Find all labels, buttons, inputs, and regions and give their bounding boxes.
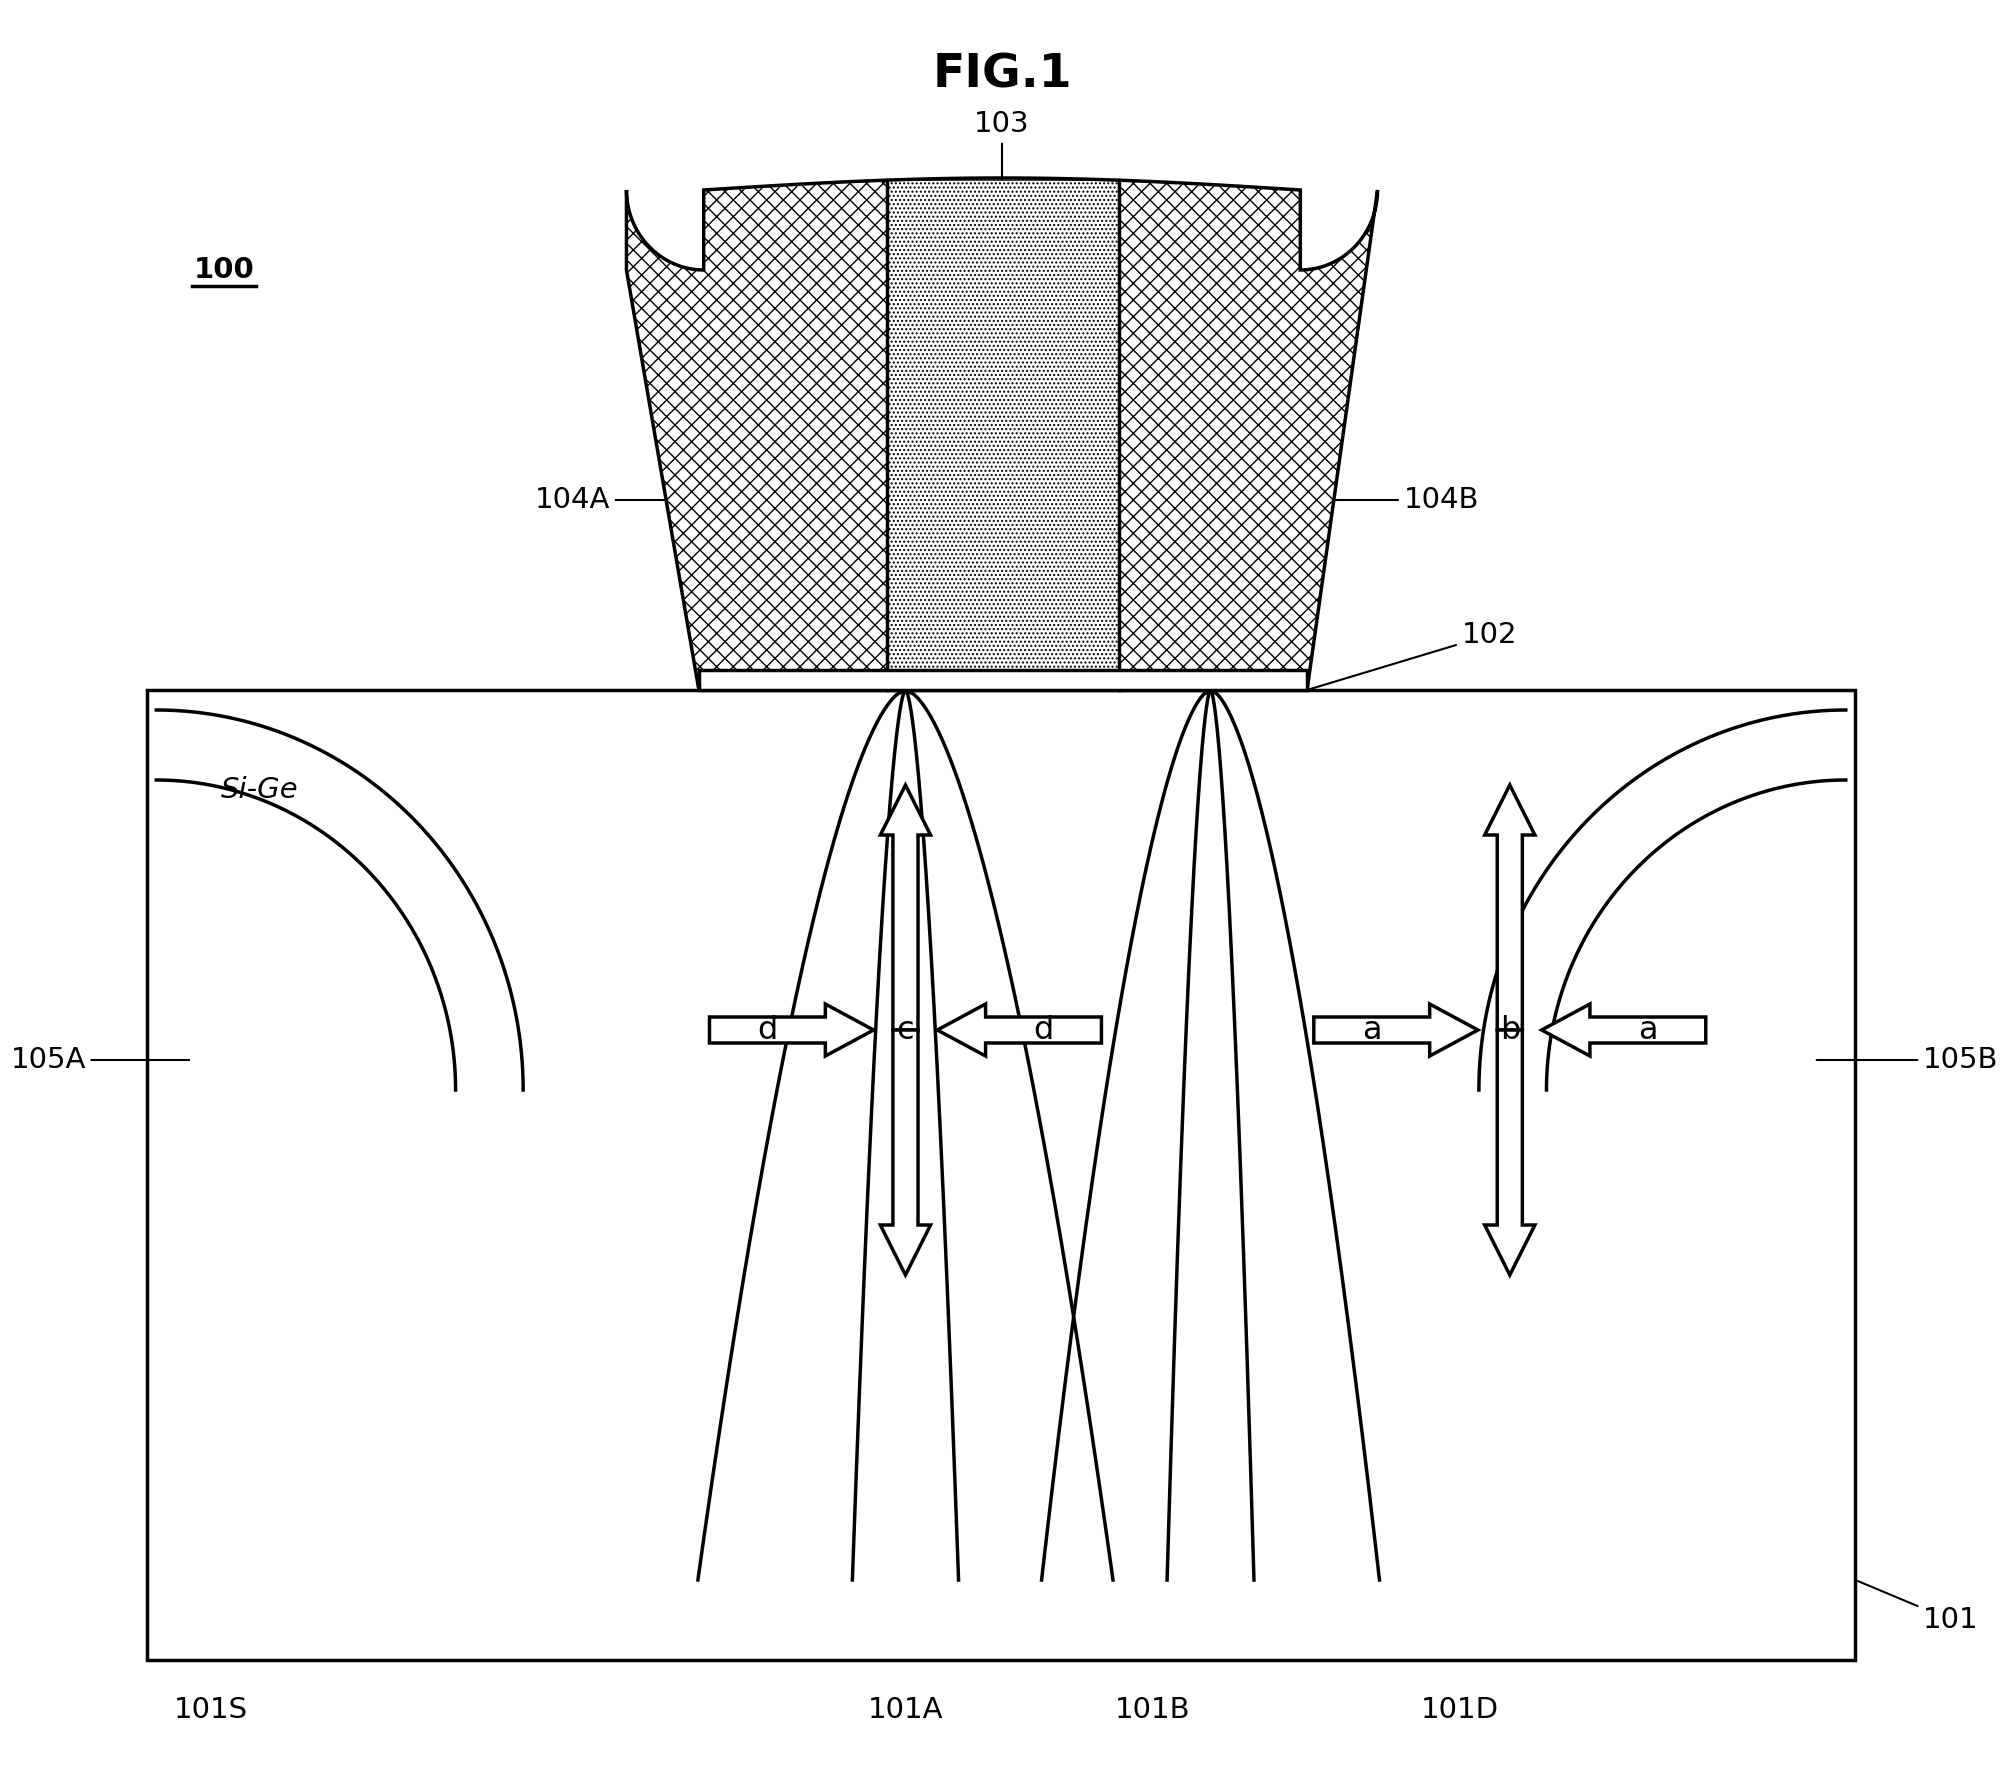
Text: Si-Ge: Si-Ge: [221, 775, 299, 804]
Text: c: c: [897, 1015, 913, 1045]
Text: d: d: [1034, 1015, 1054, 1045]
Text: 101D: 101D: [1419, 1696, 1497, 1725]
Polygon shape: [1118, 180, 1377, 690]
Text: a: a: [1361, 1015, 1381, 1045]
FancyArrow shape: [1483, 1029, 1533, 1275]
Polygon shape: [626, 180, 887, 690]
FancyArrow shape: [879, 1029, 929, 1275]
Text: b: b: [1499, 1015, 1519, 1045]
Text: 104A: 104A: [534, 485, 769, 514]
Text: 104B: 104B: [1240, 485, 1479, 514]
Polygon shape: [887, 180, 1118, 690]
Text: 101: 101: [1856, 1581, 1977, 1634]
Text: 101S: 101S: [175, 1696, 249, 1725]
Bar: [698, 670, 1307, 690]
Text: 101B: 101B: [1114, 1696, 1190, 1725]
Text: 105A: 105A: [10, 1045, 189, 1074]
FancyArrow shape: [879, 786, 929, 1029]
Text: FIG.1: FIG.1: [931, 53, 1072, 98]
Text: 101A: 101A: [867, 1696, 943, 1725]
FancyArrow shape: [937, 1005, 1102, 1056]
FancyArrow shape: [1541, 1005, 1704, 1056]
FancyArrow shape: [1483, 786, 1533, 1029]
Polygon shape: [626, 178, 1377, 690]
Text: 102: 102: [1309, 621, 1515, 690]
Bar: [147, 690, 1854, 1661]
FancyArrow shape: [708, 1005, 873, 1056]
FancyArrow shape: [1313, 1005, 1477, 1056]
Text: 103: 103: [973, 110, 1030, 187]
Text: 100: 100: [193, 256, 255, 284]
Text: a: a: [1638, 1015, 1656, 1045]
Text: d: d: [757, 1015, 777, 1045]
Text: 105B: 105B: [1816, 1045, 1997, 1074]
